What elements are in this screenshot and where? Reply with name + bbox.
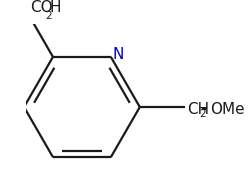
Text: H: H	[49, 0, 61, 16]
Text: OMe: OMe	[210, 102, 244, 117]
Text: CH: CH	[187, 102, 209, 117]
Text: N: N	[112, 47, 123, 62]
Text: 2: 2	[45, 11, 51, 21]
Text: CO: CO	[30, 0, 53, 16]
Text: 2: 2	[199, 109, 205, 119]
